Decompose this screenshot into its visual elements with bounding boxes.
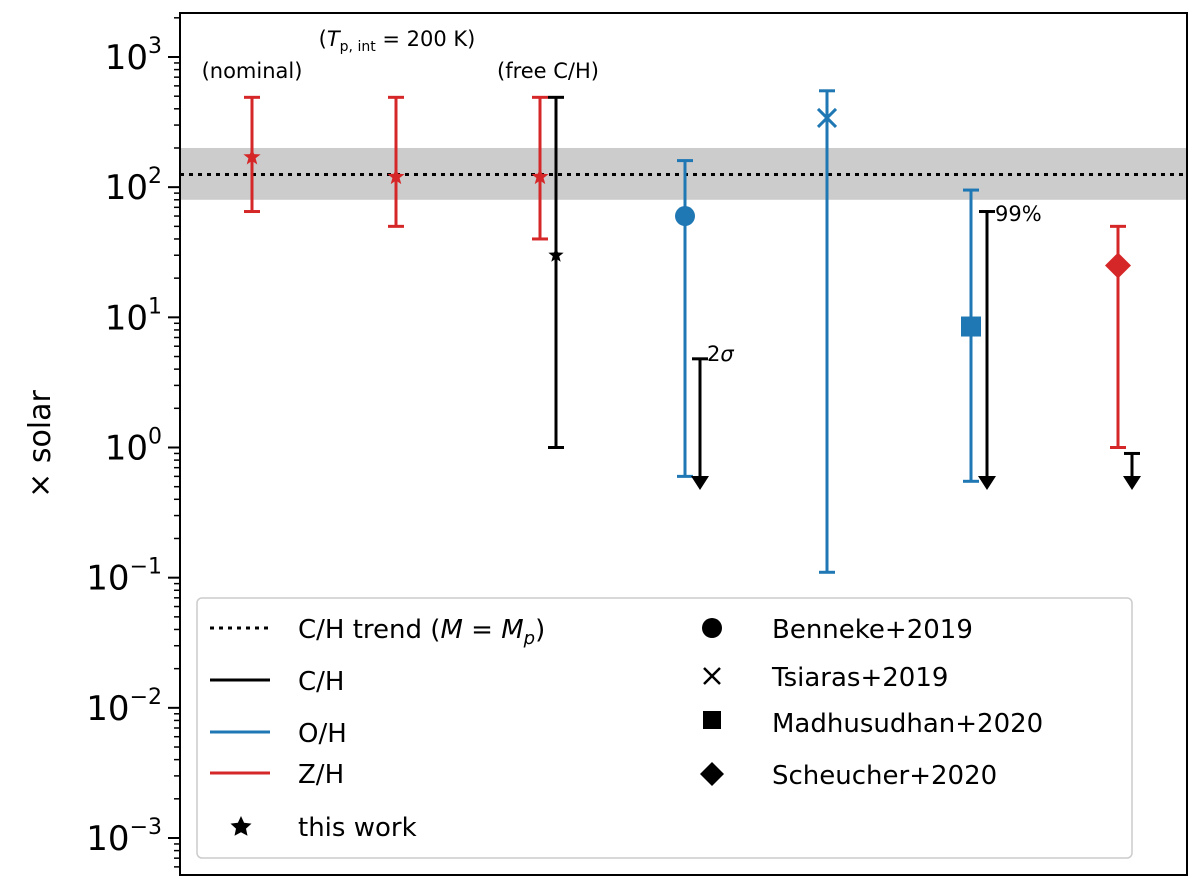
- legend-trend-label: C/H trend (M = Mp): [298, 615, 545, 649]
- legend-x-marker: [703, 667, 721, 685]
- y-tick-base: 10: [105, 38, 148, 78]
- annotation-2sigma-num: 2: [707, 342, 720, 366]
- diamond-marker: [1105, 252, 1131, 279]
- legend-diamond-marker: [700, 762, 724, 786]
- star-marker: [531, 167, 549, 185]
- y-tick-base: 10: [86, 819, 129, 859]
- legend-oh-label: O/H: [298, 719, 347, 749]
- plot-frame: [179, 12, 1188, 876]
- legend-trend-post: ): [535, 615, 545, 645]
- legend-benneke-label: Benneke+2019: [772, 615, 973, 645]
- annotation-tpint-sub: p, int: [340, 39, 377, 55]
- y-tick-label: 100: [105, 425, 162, 469]
- legend-trend-M: M: [440, 615, 462, 645]
- legend-circle-marker: [702, 618, 722, 638]
- annotation-2sigma-sym: σ: [720, 342, 734, 366]
- legend-trend-p: p: [523, 628, 535, 649]
- y-tick-label: 102: [105, 164, 162, 208]
- legend-madhusudhan-label: Madhusudhan+2020: [772, 709, 1043, 739]
- legend-frame: [196, 597, 1133, 859]
- x-marker: [816, 107, 838, 129]
- y-tick-exponent: 1: [148, 294, 162, 319]
- annotation-free-ch: (free C/H): [497, 59, 599, 83]
- y-tick-base: 10: [105, 429, 148, 469]
- annotation-2sigma: 2σ: [707, 342, 734, 366]
- upper-limit-arrowhead: [1123, 476, 1141, 490]
- y-tick-exponent: 0: [148, 425, 162, 450]
- y-axis-label: × solar: [23, 389, 58, 497]
- annotation-nominal: (nominal): [202, 59, 303, 83]
- star-marker: [387, 167, 405, 185]
- y-tick-base: 10: [86, 559, 129, 599]
- legend-scheucher-label: Scheucher+2020: [772, 761, 997, 791]
- y-tick-base: 10: [105, 298, 148, 338]
- y-tick-exponent: 3: [148, 34, 162, 59]
- y-tick-label: 101: [105, 294, 162, 338]
- y-tick-label: 10−2: [86, 685, 162, 729]
- legend-this-work-label: this work: [298, 813, 417, 843]
- annotation-tpint: (Tp, int = 200 K): [319, 27, 476, 55]
- annotation-tpint-T: T: [327, 27, 342, 51]
- legend-trend-Mp: M: [501, 615, 523, 645]
- legend-square-marker: [703, 711, 721, 729]
- legend: C/H trend (M = Mp) C/H O/H Z/H this work…: [196, 597, 1133, 859]
- y-tick-label: 10−1: [86, 555, 162, 599]
- y-tick-exponent: −1: [130, 555, 162, 580]
- legend-ch-label: C/H: [298, 667, 344, 697]
- legend-trend-eq: =: [463, 615, 501, 645]
- y-tick-label: 103: [105, 34, 162, 78]
- y-tick-exponent: 2: [148, 164, 162, 189]
- data-marks: [243, 89, 1141, 574]
- upper-limit-arrowhead: [978, 476, 996, 490]
- upper-limit-arrowhead: [691, 476, 709, 490]
- legend-zh-label: Z/H: [298, 760, 344, 790]
- square-marker: [961, 316, 981, 337]
- y-tick-base: 10: [86, 689, 129, 729]
- y-tick-exponent: −2: [130, 685, 162, 710]
- annotation-tpint-open: (: [319, 27, 327, 51]
- legend-tsiaras-label: Tsiaras+2019: [771, 663, 948, 693]
- star-marker: [243, 148, 261, 165]
- annotation-tpint-rest: = 200 K): [376, 27, 476, 51]
- star-marker: [548, 247, 564, 262]
- legend-star-marker: [230, 816, 252, 836]
- legend-trend-pre: C/H trend (: [298, 615, 440, 645]
- annotation-99pct: 99%: [995, 202, 1042, 226]
- y-tick-base: 10: [105, 168, 148, 208]
- y-tick-exponent: −3: [130, 815, 162, 840]
- y-tick-label: 10−3: [86, 815, 162, 859]
- circle-marker: [675, 206, 695, 227]
